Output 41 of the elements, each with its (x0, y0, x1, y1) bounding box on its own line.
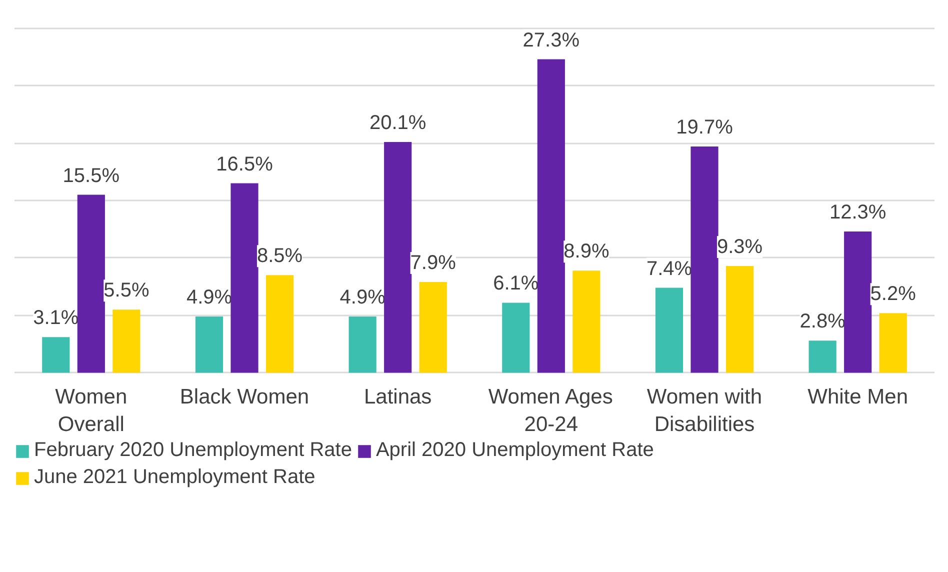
bar (77, 194, 105, 373)
bar (42, 337, 70, 373)
bar (112, 310, 140, 373)
bar (419, 282, 447, 373)
bar (502, 302, 530, 373)
data-label: 3.1% (33, 307, 79, 330)
bar (690, 146, 718, 373)
bar (808, 340, 836, 373)
legend-label: June 2021 Unemployment Rate (34, 466, 316, 489)
bar (537, 59, 565, 373)
bar (195, 316, 224, 373)
data-label: 19.7% (676, 116, 734, 139)
data-label: 8.9% (564, 240, 610, 263)
data-label: 15.5% (62, 164, 120, 187)
bar (655, 288, 684, 373)
bar (844, 232, 872, 373)
data-label: 5.2% (870, 283, 916, 306)
x-tick-label: Women Ages 20-24 (488, 386, 613, 436)
data-label: 9.3% (716, 236, 763, 258)
x-tick-label: Latinas (364, 386, 432, 408)
data-label: 20.1% (369, 112, 426, 134)
data-label: 5.5% (104, 280, 150, 302)
bar (384, 142, 412, 373)
bar (348, 316, 376, 373)
legend-label: April 2020 Unemployment Rate (376, 439, 654, 462)
bar (572, 270, 600, 373)
x-tick-label: White Men (808, 386, 908, 408)
x-tick-label: Black Women (180, 386, 310, 408)
data-label: 8.5% (256, 245, 303, 268)
data-label: 7.9% (410, 252, 456, 274)
data-label: 27.3% (522, 29, 580, 52)
data-label: 12.3% (829, 202, 886, 224)
bar (879, 313, 907, 373)
x-tick-label: Women Overall (55, 386, 128, 436)
data-label: 6.1% (493, 272, 539, 295)
legend-label: February 2020 Unemployment Rate (34, 439, 352, 462)
bar (266, 275, 294, 373)
data-label: 16.5% (216, 153, 274, 176)
bar (230, 183, 258, 373)
x-tick-label: Women with Disabilities (646, 386, 762, 436)
bar (726, 266, 754, 373)
